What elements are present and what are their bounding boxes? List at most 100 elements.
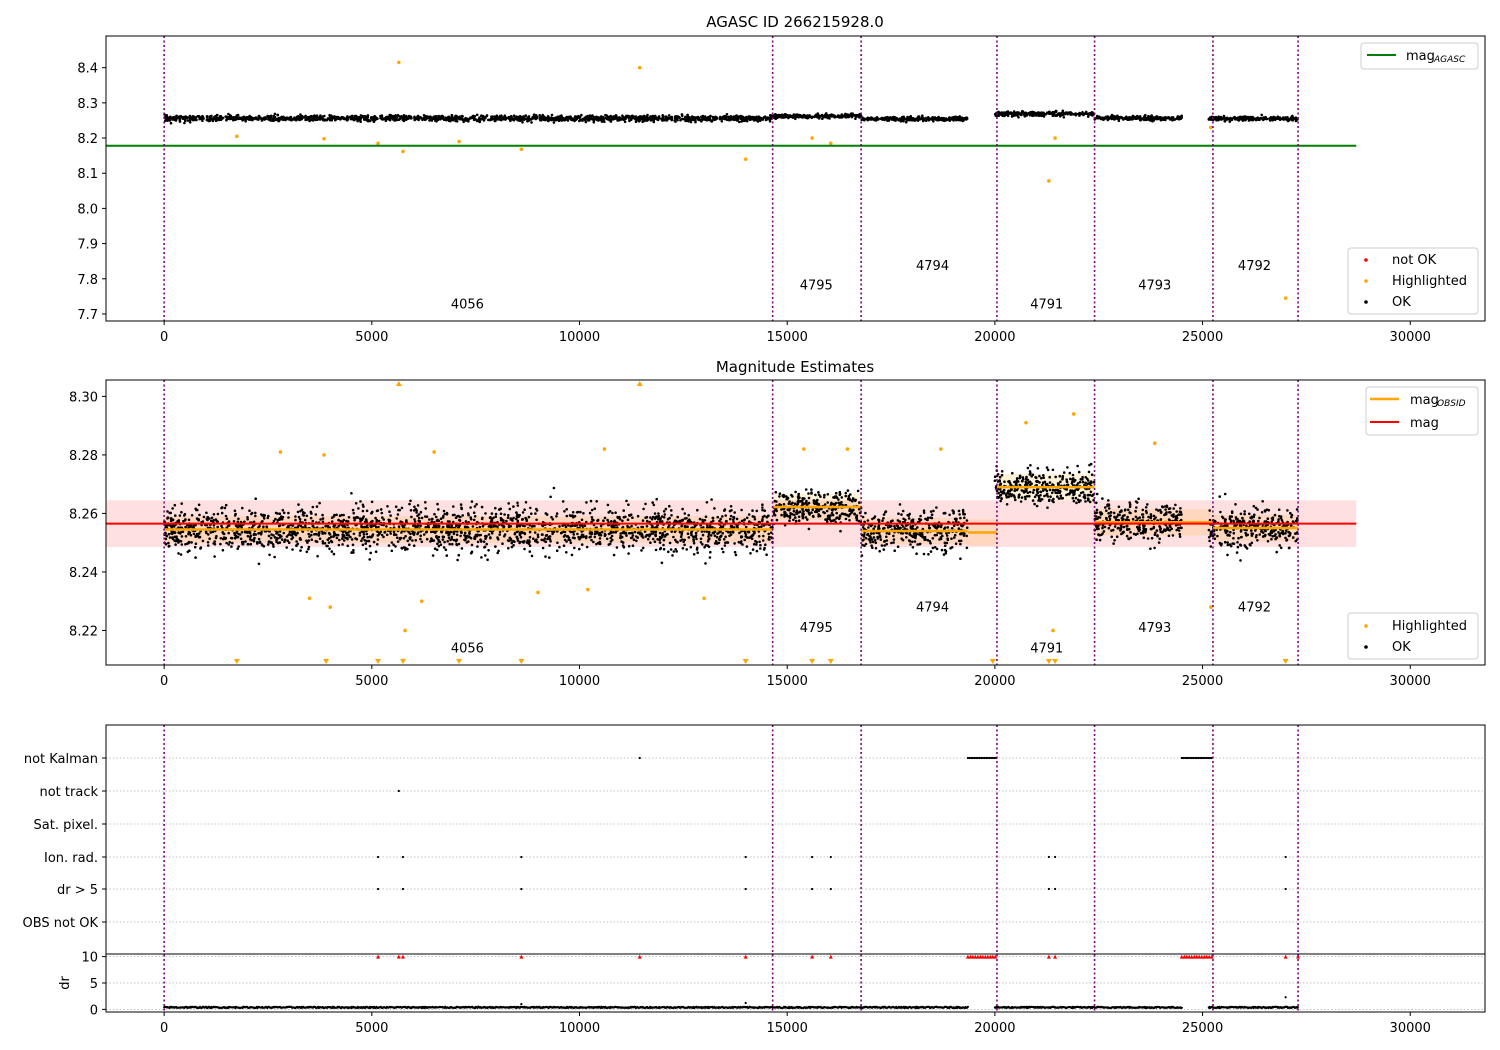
ok-point xyxy=(321,117,325,121)
ok-point xyxy=(447,116,451,119)
ok-point xyxy=(307,532,311,536)
ok-point xyxy=(190,116,193,120)
ok-point xyxy=(165,534,169,538)
ok-point xyxy=(707,535,710,538)
ok-point xyxy=(423,117,426,120)
ok-point xyxy=(183,121,186,125)
ok-point xyxy=(416,504,420,507)
ok-point xyxy=(487,118,490,122)
ok-point xyxy=(460,114,464,118)
ok-point xyxy=(999,112,1003,115)
ok-point xyxy=(655,497,658,501)
ok-point xyxy=(536,541,539,544)
ok-point xyxy=(544,534,548,537)
ok-point xyxy=(287,511,290,515)
ok-point xyxy=(476,545,479,548)
ok-point xyxy=(1117,119,1121,123)
ok-point xyxy=(391,115,395,118)
ok-point xyxy=(528,535,532,539)
ok-point xyxy=(662,543,665,547)
ok-point xyxy=(876,117,880,120)
ok-point xyxy=(342,116,345,119)
ok-point xyxy=(596,519,599,522)
ok-point xyxy=(605,537,609,541)
ok-point xyxy=(659,546,663,550)
ok-point xyxy=(651,501,654,504)
ok-point xyxy=(571,515,575,519)
panel-agasc-xtick-label: 25000 xyxy=(1182,330,1223,345)
ok-point xyxy=(471,525,475,528)
ok-point xyxy=(201,115,205,119)
ok-point xyxy=(609,117,612,121)
ok-point xyxy=(352,551,355,554)
ok-point xyxy=(1077,112,1081,116)
ok-point xyxy=(590,532,593,536)
ok-point xyxy=(368,558,372,561)
ok-point xyxy=(277,119,281,122)
ok-point xyxy=(294,118,298,122)
ok-point xyxy=(409,509,413,512)
ok-point xyxy=(473,117,476,121)
ok-point xyxy=(328,533,332,536)
ok-point xyxy=(410,515,413,519)
ok-point xyxy=(441,538,445,541)
ok-point xyxy=(803,114,806,118)
ok-point xyxy=(249,542,253,546)
ok-point xyxy=(579,510,582,514)
ok-point xyxy=(508,536,512,540)
ok-point xyxy=(655,525,658,529)
ok-point xyxy=(738,531,741,535)
panel-agasc-xtick-label: 10000 xyxy=(559,330,600,345)
ok-point xyxy=(334,533,338,537)
ok-point xyxy=(528,530,532,534)
ok-point xyxy=(668,541,672,545)
ok-point xyxy=(622,509,625,512)
ok-point xyxy=(527,539,531,542)
ok-point xyxy=(232,520,236,523)
ok-point xyxy=(1019,113,1022,116)
panel-magnitude-title: Magnitude Estimates xyxy=(716,358,874,376)
ok-point xyxy=(180,543,184,546)
ok-point xyxy=(470,500,474,503)
ok-point xyxy=(342,539,346,542)
ok-point xyxy=(715,535,719,539)
ok-point xyxy=(565,514,569,518)
ok-point xyxy=(346,544,350,548)
ok-point xyxy=(346,536,349,540)
ok-point xyxy=(312,117,316,121)
highlighted-point xyxy=(519,147,524,152)
ok-point xyxy=(352,117,356,120)
panel-agasc-ytick-label: 8.2 xyxy=(77,132,98,147)
panel-agasc-ytick-label: 7.9 xyxy=(77,238,98,253)
ok-point xyxy=(575,511,579,514)
ok-point xyxy=(376,543,379,546)
ok-point xyxy=(499,116,502,120)
ok-point xyxy=(696,508,699,512)
ok-point xyxy=(227,543,230,546)
ok-point xyxy=(230,545,233,548)
ok-point xyxy=(425,537,429,541)
ok-point xyxy=(457,553,461,557)
ok-point xyxy=(636,536,639,539)
ok-point xyxy=(937,118,941,121)
ok-point xyxy=(241,542,244,546)
ok-point xyxy=(365,509,369,513)
ok-point xyxy=(455,543,459,547)
ok-point xyxy=(393,532,396,536)
ok-point xyxy=(686,525,689,528)
ok-point xyxy=(630,536,634,539)
ok-point xyxy=(439,543,443,546)
ok-point xyxy=(525,519,528,522)
ok-point xyxy=(742,117,746,120)
panel-agasc-xtick-label: 5000 xyxy=(355,330,388,345)
ok-point xyxy=(565,551,568,554)
ok-point xyxy=(730,524,734,528)
ok-point xyxy=(240,524,243,527)
ok-point xyxy=(277,116,281,120)
ok-point xyxy=(595,115,598,119)
ok-point xyxy=(246,531,249,534)
ok-point xyxy=(374,516,377,520)
ok-point xyxy=(260,119,264,122)
ok-point xyxy=(490,518,494,522)
ok-point xyxy=(890,117,893,120)
